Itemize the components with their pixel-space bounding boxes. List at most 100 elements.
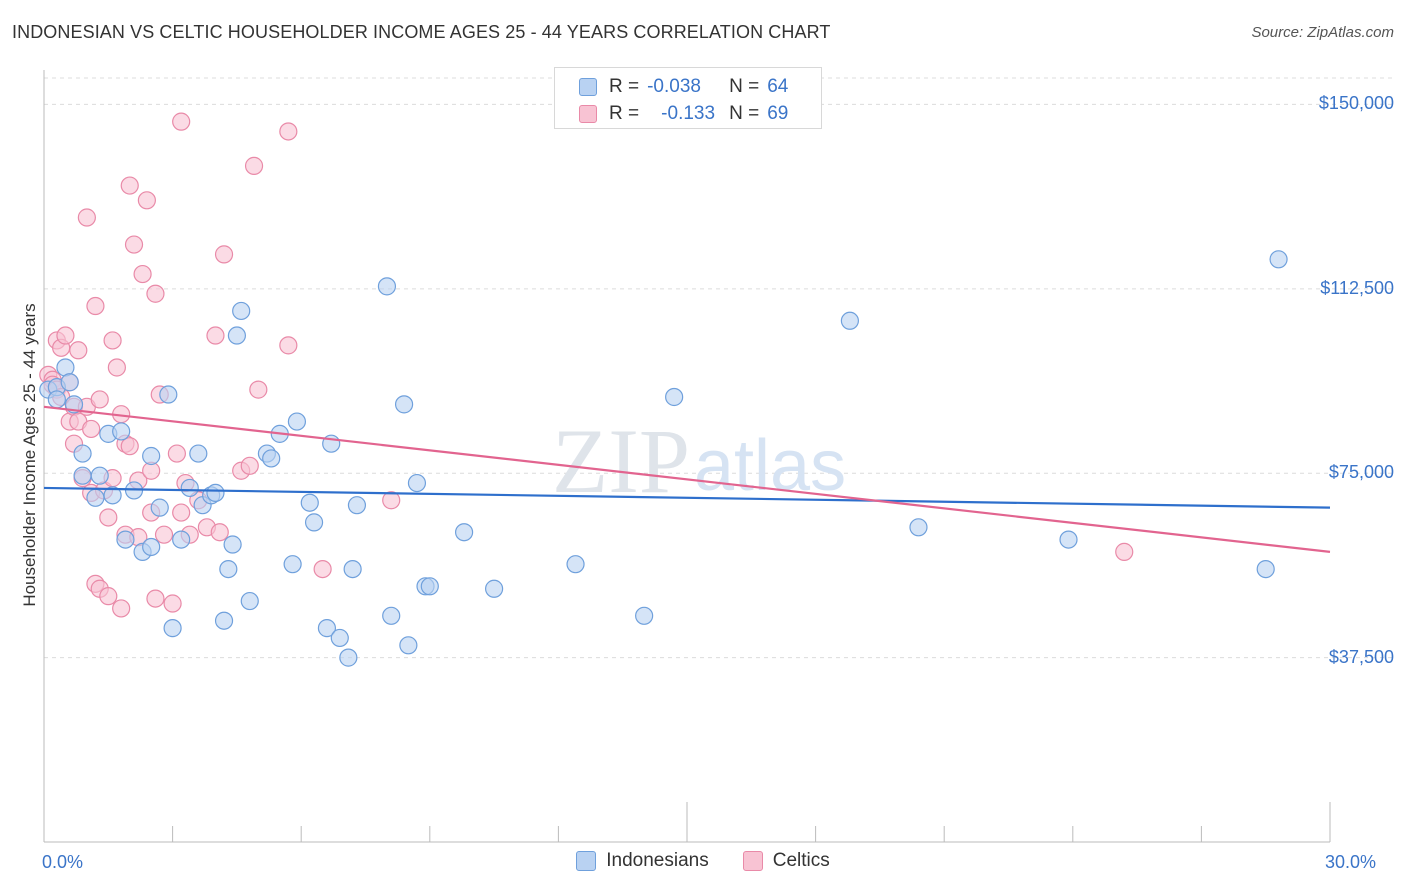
celtics-points	[39, 112, 1134, 618]
celtic-point	[124, 235, 144, 254]
celtic-point	[279, 336, 298, 355]
legend-item-indonesians[interactable]: Indonesians	[576, 850, 709, 872]
n-value-indonesians: 64	[767, 76, 789, 97]
indonesian-point	[64, 395, 84, 414]
series-legend: Indonesians Celtics	[0, 850, 1406, 872]
indonesian-point	[86, 488, 105, 507]
indonesian-point	[840, 311, 859, 330]
indonesian-point	[47, 390, 66, 409]
celtic-point	[107, 358, 126, 377]
indonesian-point	[399, 636, 418, 655]
axes	[43, 70, 1331, 843]
indonesian-point	[909, 518, 928, 537]
watermark-atlas: atlas	[694, 426, 846, 506]
celtic-point	[172, 112, 191, 131]
stats-legend: R = -0.038 N = 64 R = -0.133 N = 69	[554, 67, 822, 129]
celtic-point	[77, 208, 96, 227]
r-value-indonesians: -0.038	[647, 76, 701, 97]
n-label: N =	[729, 103, 760, 124]
celtic-point	[249, 380, 268, 399]
celtic-point	[172, 503, 191, 522]
indonesian-point	[206, 483, 225, 502]
indonesian-point	[73, 444, 92, 463]
celtic-point	[90, 390, 109, 409]
celtic-point	[120, 437, 139, 456]
celtic-point	[112, 599, 131, 618]
indonesian-point	[180, 478, 199, 498]
indonesian-point	[347, 496, 367, 515]
indonesian-point	[635, 606, 654, 625]
indonesian-point	[112, 422, 131, 441]
indonesian-point	[189, 444, 208, 463]
celtic-point	[69, 341, 88, 360]
indonesian-point	[330, 628, 349, 648]
celtic-point	[82, 419, 101, 439]
celtic-point	[120, 176, 139, 195]
indonesians-points	[39, 250, 1288, 667]
indonesian-point	[485, 579, 504, 598]
celtic-point	[210, 523, 229, 542]
indonesian-point	[90, 466, 109, 485]
indonesian-point	[103, 486, 122, 505]
r-label: R =	[609, 103, 640, 124]
celtic-point	[240, 456, 259, 475]
indonesian-point	[232, 301, 251, 321]
celtic-point	[313, 559, 332, 579]
legend-label-celtics: Celtics	[772, 850, 830, 871]
indonesian-point	[142, 537, 161, 557]
celtic-point	[382, 491, 401, 510]
indonesian-point	[382, 606, 401, 625]
n-value-celtics: 69	[767, 103, 789, 124]
celtic-point	[99, 508, 118, 527]
indonesians-trend-line	[43, 486, 1331, 509]
legend-label-indonesians: Indonesians	[606, 850, 709, 871]
indonesian-point	[159, 385, 178, 404]
indonesian-point	[407, 473, 427, 493]
r-value-celtics: -0.133	[661, 103, 716, 124]
r-label: R =	[609, 76, 640, 97]
legend-swatch-celtics	[742, 851, 763, 871]
indonesian-point	[150, 498, 169, 517]
celtic-point	[137, 191, 156, 210]
indonesian-point	[317, 619, 337, 638]
y-tick-label: $37,500	[1328, 646, 1394, 667]
indonesian-point	[1256, 559, 1275, 579]
y-tick-label: $112,500	[1320, 277, 1394, 298]
trend-lines	[43, 405, 1331, 553]
y-axis-label: Householder Income Ages 25 - 44 years	[20, 303, 39, 607]
indonesian-point	[454, 523, 474, 542]
stats-legend-row-indonesians: R = -0.038 N = 64	[579, 75, 788, 99]
celtic-point	[86, 296, 105, 316]
legend-item-celtics[interactable]: Celtics	[742, 850, 830, 872]
indonesian-point	[73, 466, 92, 485]
chart-title: INDONESIAN VS CELTIC HOUSEHOLDER INCOME …	[12, 22, 831, 42]
celtic-point	[103, 331, 122, 350]
indonesian-point	[163, 619, 182, 638]
indonesian-point	[304, 513, 324, 532]
legend-swatch-indonesians	[579, 78, 597, 96]
indonesian-point	[343, 559, 362, 579]
indonesian-point	[172, 530, 191, 549]
celtic-point	[1115, 542, 1134, 561]
n-label: N =	[729, 76, 760, 97]
celtic-point	[163, 594, 182, 613]
celtic-point	[99, 587, 118, 606]
celtic-point	[146, 589, 165, 608]
indonesian-point	[339, 648, 358, 667]
indonesian-point	[1269, 250, 1288, 269]
indonesian-point	[219, 559, 238, 579]
celtic-point	[206, 326, 225, 345]
celtic-point	[56, 326, 75, 345]
indonesian-point	[60, 373, 79, 392]
stats-legend-row-celtics: R = -0.133 N = 69	[579, 102, 788, 126]
indonesian-point	[240, 591, 259, 611]
indonesian-point	[283, 555, 302, 574]
celtic-point	[279, 122, 298, 141]
indonesian-point	[394, 395, 414, 414]
indonesian-point	[223, 535, 242, 554]
indonesian-point	[377, 277, 397, 296]
celtic-point	[167, 444, 186, 463]
x-tick-label-max: 30.0%	[1325, 852, 1377, 872]
legend-swatch-celtics	[579, 105, 597, 123]
